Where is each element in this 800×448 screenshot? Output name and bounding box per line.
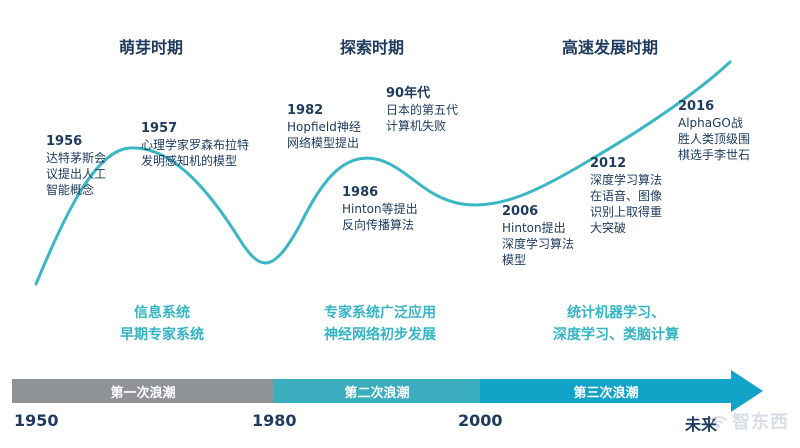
event-text: 深度学习算法 (502, 237, 575, 251)
event-year: 2006 (502, 204, 539, 219)
phase-title-rapid: 高速发展时期 (562, 38, 659, 57)
event-text: 心理学家罗森布拉特 (141, 138, 250, 152)
event-year: 2016 (678, 99, 715, 114)
event-year: 90年代 (386, 86, 431, 101)
event-1956: 1956 达特茅斯会 议提出人工 智能概念 (46, 133, 106, 198)
wave-band-first: 第一次浪潮 (12, 379, 274, 403)
event-text: AlphaGO战 (678, 116, 743, 130)
event-text: 识别上取得重 (590, 205, 663, 219)
wave-band-third: 第三次浪潮 (480, 379, 732, 403)
event-text: 模型 (502, 253, 527, 267)
wave-label: 第二次浪潮 (344, 385, 410, 401)
tick-1980: 1980 (252, 411, 297, 430)
system-label-second: 专家系统广泛应用 神经网络初步发展 (300, 302, 460, 346)
system-label-third: 统计机器学习、 深度学习、类脑计算 (531, 302, 701, 346)
event-text: 网络模型提出 (287, 136, 360, 150)
event-text: 发明感知机的模型 (141, 154, 238, 168)
tick-2000: 2000 (458, 411, 503, 430)
wave-label: 第三次浪潮 (573, 385, 639, 401)
event-text: 达特茅斯会 (46, 151, 107, 165)
event-2006: 2006 Hinton提出 深度学习算法 模型 (502, 203, 574, 268)
event-text: 在语音、图像 (590, 189, 663, 203)
tick-future: 未来 (685, 415, 718, 434)
system-label-first: 信息系统 早期专家系统 (92, 302, 232, 346)
system-text: 专家系统广泛应用 (324, 305, 436, 321)
arrow-head (731, 370, 763, 412)
event-text: 计算机失败 (386, 119, 447, 133)
system-text: 神经网络初步发展 (324, 327, 436, 343)
event-text: 智能概念 (46, 183, 95, 197)
event-year: 1986 (342, 185, 379, 200)
event-year: 1957 (141, 121, 178, 136)
event-text: 反向传播算法 (342, 218, 415, 232)
event-year: 2012 (590, 156, 627, 171)
tick-1950: 1950 (14, 411, 59, 430)
event-text: Hinton提出 (502, 221, 566, 235)
watermark: 智东西 (708, 408, 789, 434)
event-text: Hinton等提出 (342, 202, 418, 216)
phase-title-sprout: 萌芽时期 (119, 38, 184, 57)
event-1982: 1982 Hopfield神经 网络模型提出 (287, 102, 361, 151)
event-text: 大突破 (590, 221, 627, 235)
event-1957: 1957 心理学家罗森布拉特 发明感知机的模型 (141, 120, 249, 169)
system-text: 信息系统 (134, 305, 190, 321)
curve-line (34, 60, 732, 286)
event-text: 日本的第五代 (386, 103, 459, 117)
event-text: 棋选手李世石 (678, 148, 751, 162)
watermark-text: 智东西 (732, 412, 789, 433)
event-year: 1956 (46, 134, 83, 149)
event-year: 1982 (287, 103, 324, 118)
system-text: 早期专家系统 (120, 327, 204, 343)
system-text: 统计机器学习、 (567, 305, 665, 321)
wifi-icon (709, 416, 727, 428)
event-text: 深度学习算法 (590, 173, 663, 187)
event-1990s: 90年代 日本的第五代 计算机失败 (386, 85, 458, 134)
event-2016: 2016 AlphaGO战 胜人类顶级围 棋选手李世石 (678, 98, 750, 163)
event-2012: 2012 深度学习算法 在语音、图像 识别上取得重 大突破 (590, 155, 662, 236)
event-text: 胜人类顶级围 (678, 132, 751, 146)
event-text: 议提出人工 (46, 167, 107, 181)
wave-label: 第一次浪潮 (110, 385, 176, 401)
system-text: 深度学习、类脑计算 (553, 327, 679, 343)
phase-title-explore: 探索时期 (340, 38, 405, 57)
event-text: Hopfield神经 (287, 120, 361, 134)
event-1986: 1986 Hinton等提出 反向传播算法 (342, 184, 418, 233)
wave-band-second: 第二次浪潮 (274, 379, 480, 403)
